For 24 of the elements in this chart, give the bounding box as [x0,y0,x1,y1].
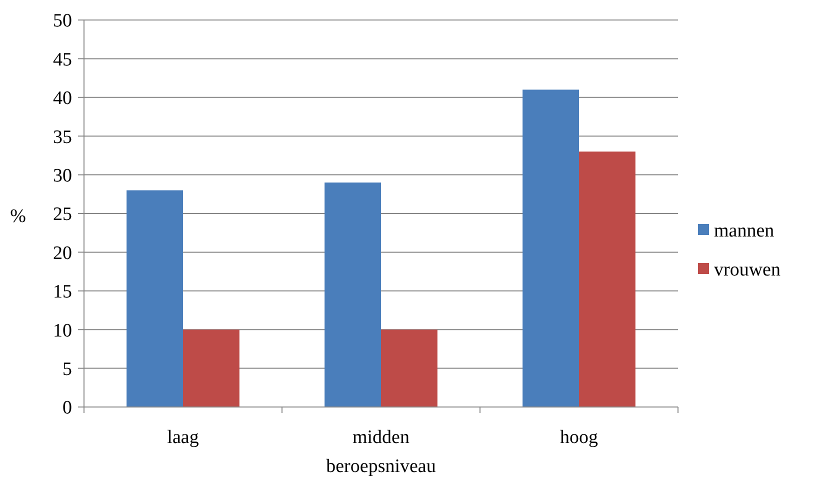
legend-label: vrouwen [714,260,781,281]
y-tick-label: 25 [53,204,72,226]
bar [579,152,636,407]
y-axis-title: % [10,206,26,227]
y-tick-label: 0 [62,398,72,419]
y-tick-label: 35 [53,126,72,148]
x-axis-title: beroepsniveau [326,456,436,477]
y-tick-label: 30 [53,165,72,186]
x-tick-label: laag [167,427,200,448]
bar [324,182,381,407]
legend-label: mannen [714,220,775,242]
bar [381,330,438,407]
bar [183,330,240,407]
x-tick-label: midden [352,427,410,448]
y-tick-label: 15 [53,282,72,303]
y-tick-label: 45 [53,49,72,70]
bar [126,190,183,407]
bar [522,90,579,407]
x-tick-label: hoog [560,427,598,448]
y-tick-label: 20 [53,242,72,264]
y-tick-label: 10 [53,320,72,342]
y-tick-label: 40 [53,88,72,110]
y-tick-label: 5 [62,358,72,380]
y-tick-label: 50 [53,10,72,32]
